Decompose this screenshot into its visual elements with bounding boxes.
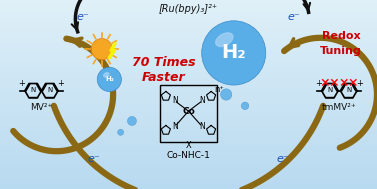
Circle shape <box>118 129 124 135</box>
Circle shape <box>221 89 232 100</box>
Text: Redox: Redox <box>322 31 360 41</box>
Text: e⁻: e⁻ <box>88 154 101 164</box>
Text: N: N <box>172 122 178 131</box>
Circle shape <box>202 21 266 85</box>
Text: N: N <box>199 96 205 105</box>
Ellipse shape <box>104 73 109 77</box>
Text: MV²⁺: MV²⁺ <box>30 103 53 112</box>
Ellipse shape <box>216 33 233 46</box>
Text: N: N <box>346 87 351 93</box>
Circle shape <box>91 39 112 60</box>
Text: N: N <box>31 87 36 93</box>
Text: Co-NHC-1: Co-NHC-1 <box>167 151 210 160</box>
Text: H₂: H₂ <box>221 43 246 62</box>
Text: N: N <box>172 96 178 105</box>
Text: n⁺: n⁺ <box>215 85 224 94</box>
Text: N: N <box>327 87 333 93</box>
Text: [Ru(bpy)₃]²⁺: [Ru(bpy)₃]²⁺ <box>159 5 218 14</box>
Text: +: + <box>357 79 363 88</box>
Text: Co: Co <box>182 107 195 116</box>
Text: X: X <box>185 141 192 150</box>
Text: +: + <box>315 79 322 88</box>
Text: +: + <box>18 79 25 88</box>
Text: N: N <box>199 122 205 131</box>
Text: e⁻: e⁻ <box>288 12 300 22</box>
Text: tmMV²⁺: tmMV²⁺ <box>322 103 357 112</box>
Text: Faster: Faster <box>142 71 186 84</box>
Text: e⁻: e⁻ <box>276 154 289 164</box>
Text: H₂: H₂ <box>105 76 114 82</box>
Circle shape <box>97 67 121 91</box>
Text: e⁻: e⁻ <box>77 12 89 22</box>
Circle shape <box>241 102 249 110</box>
Text: N: N <box>47 87 52 93</box>
Text: Tuning: Tuning <box>320 46 362 56</box>
Text: 70 Times: 70 Times <box>132 56 196 69</box>
Circle shape <box>127 116 136 125</box>
Text: +: + <box>58 79 64 88</box>
